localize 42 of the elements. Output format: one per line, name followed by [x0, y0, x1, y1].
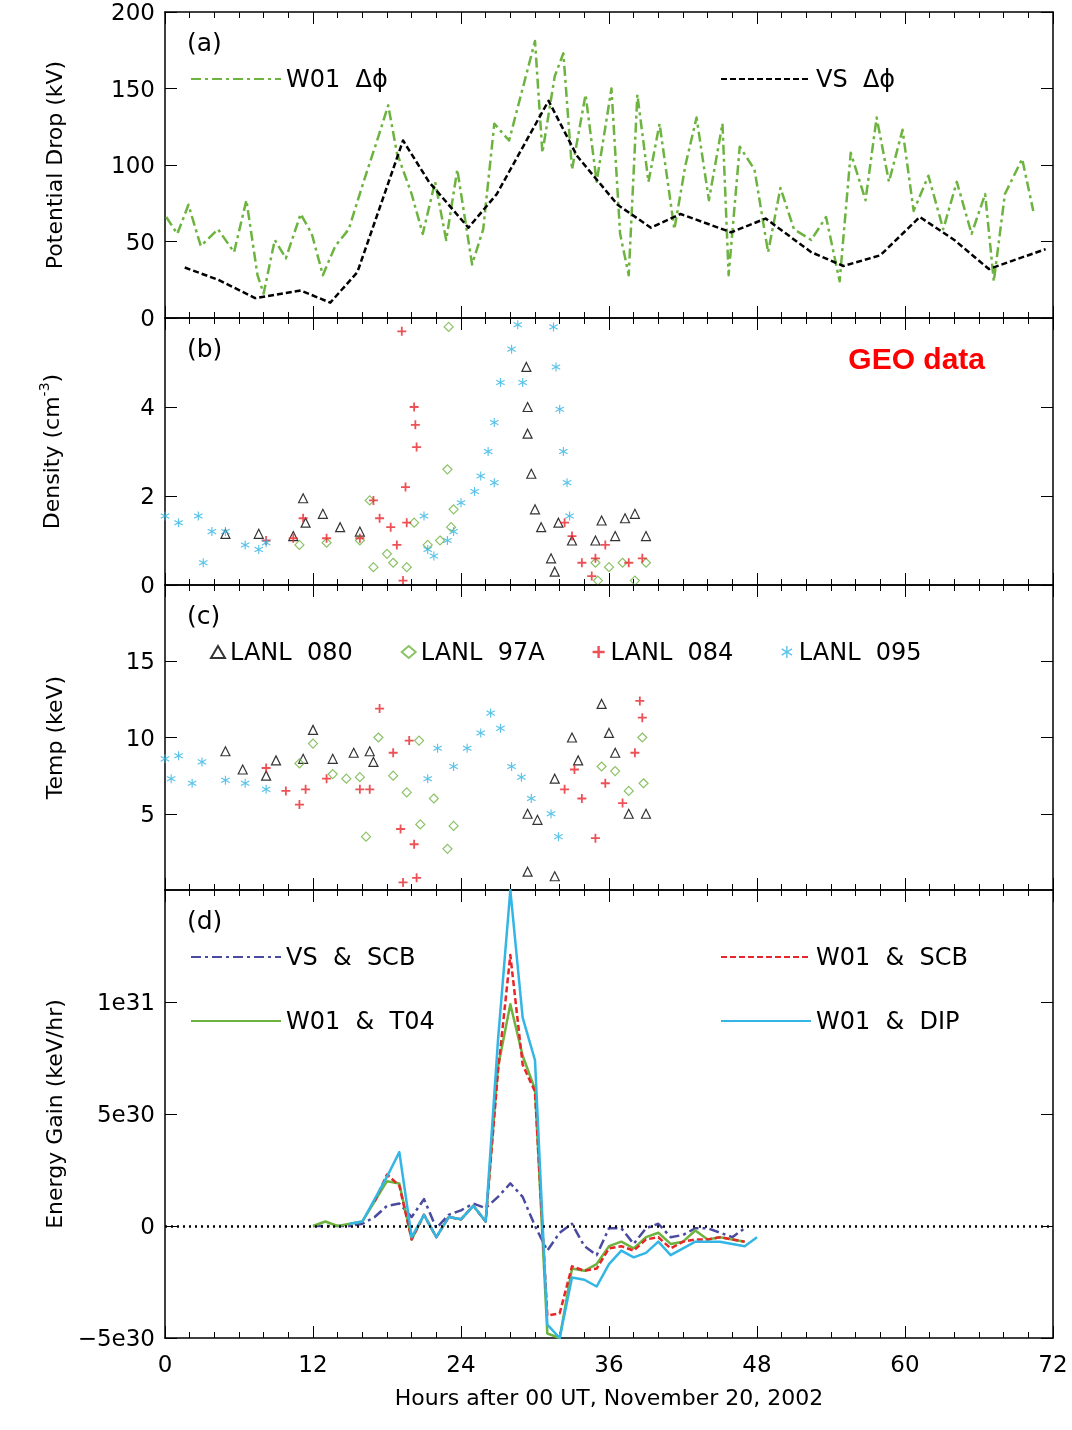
y-tick-label: 50	[125, 228, 155, 255]
legend-label: LANL 084	[610, 638, 734, 666]
x-tick-label: 72	[1038, 1350, 1068, 1377]
y-tick-label: 0	[140, 572, 155, 598]
annotation: GEO data	[848, 341, 986, 375]
y-axis-title: Potential Drop (kV)	[41, 60, 67, 270]
legend-label: LANL 97A	[420, 638, 546, 666]
y-axis-title: Density (cm-3)	[36, 373, 64, 530]
legend-label: W01 Δϕ	[286, 65, 388, 93]
y-tick-label: 2	[140, 483, 155, 509]
x-tick-label: 24	[446, 1350, 476, 1377]
y-tick-label: 15	[125, 648, 155, 675]
legend-label: W01 & DIP	[816, 1007, 960, 1035]
legend-label: W01 & SCB	[816, 943, 968, 971]
legend-label: VS Δϕ	[816, 65, 896, 93]
x-tick-label: 36	[594, 1350, 624, 1377]
annotation: (b)	[187, 334, 223, 363]
y-tick-label: 10	[125, 724, 155, 751]
legend-label: W01 & T04	[286, 1007, 435, 1035]
y-tick-label: 100	[111, 152, 155, 178]
y-tick-label: 150	[111, 75, 155, 102]
y-tick-label: 5e30	[96, 1101, 155, 1127]
x-tick-label: 12	[298, 1350, 328, 1377]
y-axis-title: Temp (keV)	[41, 675, 67, 801]
legend-label: LANL 095	[798, 638, 922, 666]
x-tick-label: 48	[742, 1350, 772, 1377]
y-tick-label: 0	[140, 1213, 155, 1239]
y-axis-title: Energy Gain (keV/hr)	[41, 999, 67, 1229]
x-axis-title: Hours after 00 UT, November 20, 2002	[394, 1384, 824, 1410]
y-tick-label: −5e30	[77, 1325, 155, 1351]
x-tick-label: 60	[890, 1350, 920, 1377]
annotation: (c)	[187, 601, 221, 630]
y-tick-label: 0	[140, 305, 155, 331]
y-tick-label: 200	[111, 0, 155, 25]
annotation: (d)	[187, 906, 223, 935]
x-tick-label: 0	[157, 1350, 173, 1377]
y-tick-label: 4	[140, 394, 155, 420]
annotation: (a)	[187, 28, 222, 57]
y-tick-label: 5	[140, 800, 155, 827]
y-tick-label: 1e31	[96, 989, 155, 1015]
legend-label: LANL 080	[230, 638, 353, 666]
legend-label: VS & SCB	[286, 943, 416, 971]
